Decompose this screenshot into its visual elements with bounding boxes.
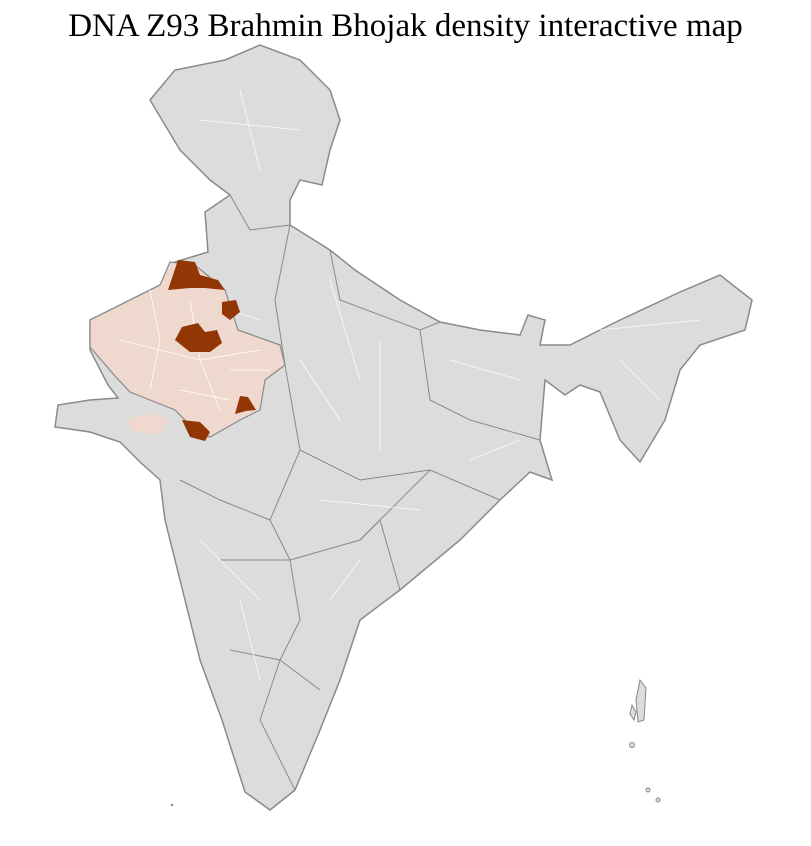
district-northeast-high[interactable]	[222, 300, 240, 320]
state-borders	[179, 194, 541, 791]
map-title: DNA Z93 Brahmin Bhojak density interacti…	[68, 8, 743, 44]
high-density-districts[interactable]	[168, 260, 256, 441]
lakshadweep-islands	[170, 803, 174, 807]
gujarat-north-region[interactable]	[125, 412, 170, 435]
district-north-high[interactable]	[168, 260, 225, 290]
andaman-nicobar-islands[interactable]	[629, 678, 661, 803]
district-central-high[interactable]	[175, 323, 222, 352]
district-southeast-high[interactable]	[235, 396, 256, 414]
district-south-high[interactable]	[182, 420, 210, 441]
rajasthan-district-lines	[119, 289, 270, 411]
